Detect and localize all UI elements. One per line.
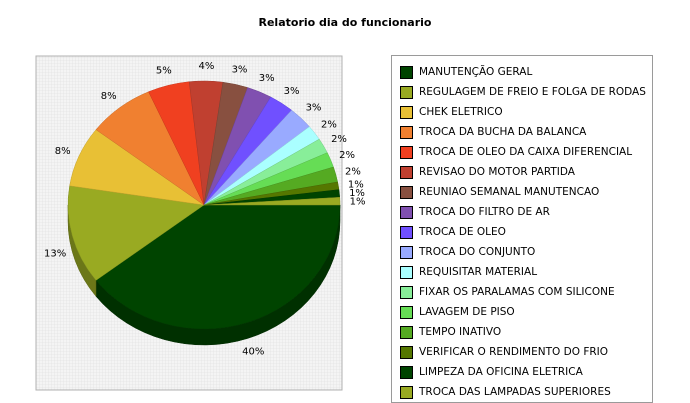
legend-label: REVISAO DO MOTOR PARTIDA	[419, 166, 575, 178]
legend-label: LIMPEZA DA OFICINA ELETRICA	[419, 366, 583, 378]
legend-label: TROCA DE OLEO	[419, 226, 506, 238]
legend-swatch	[400, 105, 413, 119]
legend-swatch	[400, 85, 413, 99]
pie-data-label: 3%	[232, 65, 248, 76]
legend-item: REUNIAO SEMANAL MANUTENCAO	[400, 184, 599, 200]
legend-item: LAVAGEM DE PISO	[400, 304, 515, 320]
legend-item: TEMPO INATIVO	[400, 324, 501, 340]
legend-label: REQUISITAR MATERIAL	[419, 266, 538, 278]
legend-swatch	[400, 325, 413, 339]
legend-label: TROCA DO FILTRO DE AR	[419, 206, 550, 218]
legend-item: TROCA DO CONJUNTO	[400, 244, 535, 260]
pie-data-label: 13%	[44, 248, 66, 259]
legend-item: TROCA DE OLEO	[400, 224, 506, 240]
legend-item: TROCA DO FILTRO DE AR	[400, 204, 550, 220]
pie-data-label: 2%	[331, 134, 347, 145]
legend-item: TROCA DE OLEO DA CAIXA DIFERENCIAL	[400, 144, 632, 160]
pie-data-label: 8%	[55, 146, 71, 157]
legend-item: CHEK ELETRICO	[400, 104, 503, 120]
pie-data-label: 3%	[306, 103, 322, 114]
legend-label: MANUTENÇÃO GERAL	[419, 66, 533, 78]
legend-swatch	[400, 145, 413, 159]
pie-data-label: 2%	[321, 119, 337, 130]
legend-swatch	[400, 365, 413, 379]
legend-label: LAVAGEM DE PISO	[419, 306, 515, 318]
legend-item: REQUISITAR MATERIAL	[400, 264, 537, 280]
legend-swatch	[400, 285, 413, 299]
legend-label: TROCA DO CONJUNTO	[419, 246, 536, 258]
legend-item: REGULAGEM DE FREIO E FOLGA DE RODAS	[400, 84, 646, 100]
legend-swatch	[400, 245, 413, 259]
chart-title: Relatorio dia do funcionario	[258, 16, 432, 29]
pie-data-label: 40%	[242, 347, 264, 358]
legend-item: REVISAO DO MOTOR PARTIDA	[400, 164, 575, 180]
legend-label: TROCA DA BUCHA DA BALANCA	[419, 126, 587, 138]
legend-label: VERIFICAR O RENDIMENTO DO FRIO	[419, 346, 609, 358]
legend-label: TROCA DAS LAMPADAS SUPERIORES	[419, 386, 611, 398]
pie-data-label: 3%	[284, 86, 300, 97]
legend-label: TEMPO INATIVO	[419, 326, 502, 338]
pie-data-label: 2%	[345, 167, 361, 178]
legend-swatch	[400, 265, 413, 279]
legend-label: REGULAGEM DE FREIO E FOLGA DE RODAS	[419, 86, 646, 98]
legend-swatch	[400, 225, 413, 239]
pie-data-label: 1%	[349, 188, 365, 199]
legend-item: TROCA DAS LAMPADAS SUPERIORES	[400, 384, 611, 400]
pie-slice: MANUTENÇÃO GERAL	[95, 204, 341, 330]
legend-swatch	[400, 65, 413, 79]
pie-data-label: 3%	[259, 73, 275, 84]
legend-swatch	[400, 205, 413, 219]
legend-swatch	[400, 165, 413, 179]
pie-data-label: 4%	[198, 61, 214, 72]
legend-item: MANUTENÇÃO GERAL	[400, 64, 532, 80]
legend-swatch	[400, 385, 413, 399]
legend-swatch	[400, 305, 413, 319]
pie-slice: REGULAGEM DE FREIO E FOLGA DE RODAS	[67, 185, 205, 281]
legend-label: CHEK ELETRICO	[419, 106, 503, 118]
legend-label: FIXAR OS PARALAMAS COM SILICONE	[419, 286, 615, 298]
legend-item: FIXAR OS PARALAMAS COM SILICONE	[400, 284, 615, 300]
legend-label: REUNIAO SEMANAL MANUTENCAO	[419, 186, 600, 198]
legend-label: TROCA DE OLEO DA CAIXA DIFERENCIAL	[419, 146, 633, 158]
pie-data-label: 2%	[339, 150, 355, 161]
pie-data-label: 1%	[350, 197, 366, 208]
pie-data-label: 5%	[156, 66, 172, 77]
pie-slice: TROCA DAS LAMPADAS SUPERIORES	[203, 197, 341, 206]
pie-data-label: 8%	[101, 91, 117, 102]
pie-data-label: 1%	[348, 179, 364, 190]
legend: MANUTENÇÃO GERAL REGULAGEM DE FREIO E FOL…	[391, 55, 653, 403]
legend-item: TROCA DA BUCHA DA BALANCA	[400, 124, 586, 140]
legend-swatch	[400, 125, 413, 139]
legend-swatch	[400, 345, 413, 359]
legend-item: LIMPEZA DA OFICINA ELETRICA	[400, 364, 583, 380]
legend-swatch	[400, 185, 413, 199]
legend-item: VERIFICAR O RENDIMENTO DO FRIO	[400, 344, 608, 360]
